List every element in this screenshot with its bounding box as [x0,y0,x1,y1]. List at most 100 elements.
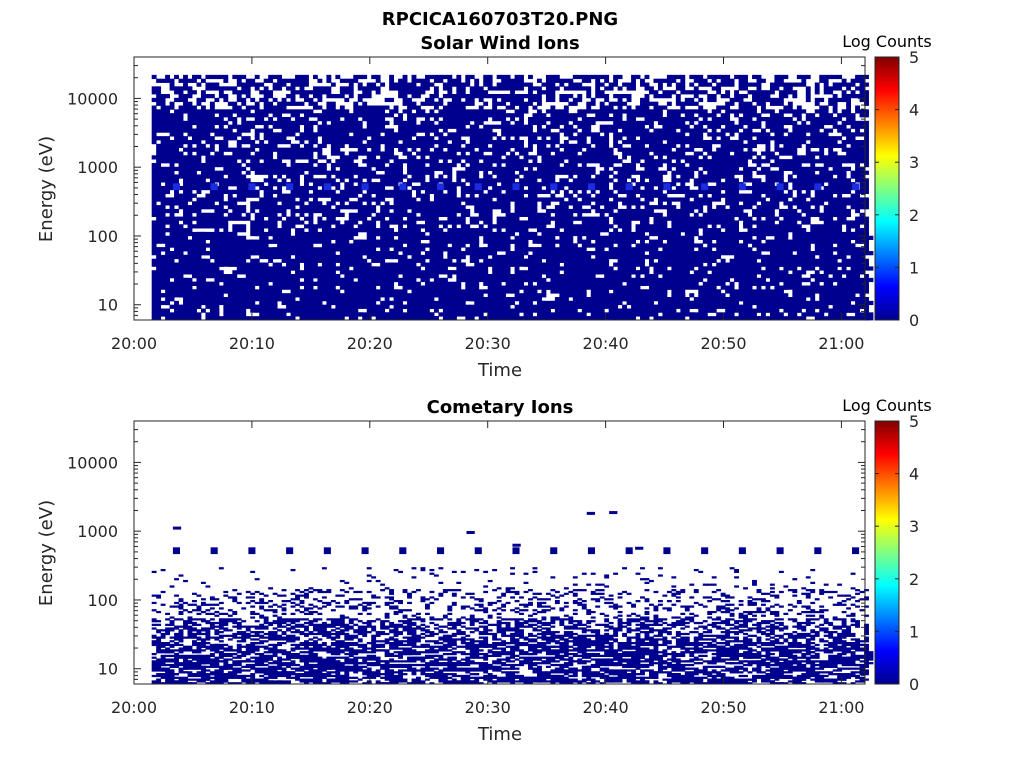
heatmap-cell [738,297,748,302]
heatmap-cell [752,251,757,256]
heatmap-cell [214,208,220,214]
heatmap-cell [644,208,650,214]
heatmap-cell [725,197,731,202]
heatmap-cell [622,293,627,298]
heatmap-cell [205,300,215,306]
heatmap-cell [451,254,457,260]
heatmap-cell [501,300,511,306]
heatmap-cell [254,289,260,294]
heatmap-cell [787,274,798,279]
heatmap-cell [384,178,390,183]
heatmap-cell [317,220,323,225]
heatmap-cell [747,281,753,286]
heatmap-cell [622,189,627,194]
heatmap-cell [523,239,529,244]
heatmap-cell [680,182,686,187]
heatmap-cell [192,243,202,248]
heatmap-cell [348,220,354,225]
heatmap-cell [622,178,627,183]
heatmap-cell [469,235,475,240]
heatmap-cell [317,189,323,194]
heatmap-cell [151,274,157,279]
heatmap-cell [662,224,668,229]
heatmap-cell [671,239,677,244]
heatmap-cell [223,300,233,306]
heatmap-cell [523,170,529,175]
heatmap-cell [514,247,524,252]
heatmap-cell [711,197,717,202]
heatmap-cell [819,197,825,202]
heatmap-cell [438,281,448,286]
heatmap-cell [774,189,780,194]
heatmap-cell [312,297,318,302]
heatmap-cell [545,247,551,252]
heatmap-cell [236,224,242,229]
heatmap-cell [725,297,731,302]
heatmap-cell [536,266,542,271]
heatmap-cell [174,300,179,306]
heatmap-cell [608,285,614,290]
heatmap-cell [232,254,238,260]
heatmap-cell [178,193,184,198]
heatmap-cell [689,189,695,194]
heatmap-cell [384,201,390,206]
heatmap-cell [380,185,386,191]
heatmap-cell [460,193,466,198]
heatmap-cell [407,197,412,202]
heatmap-cell [855,274,860,279]
heatmap-cell [855,220,860,225]
heatmap-cell [711,266,717,271]
heatmap-cell [662,228,668,233]
heatmap-cell [725,178,731,183]
heatmap-cell [680,312,686,317]
heatmap-cell [438,289,444,294]
heatmap-cell [156,266,162,271]
heatmap-cell [330,270,336,275]
heatmap-cell [174,178,179,183]
heatmap-cell [792,239,798,244]
heatmap-cell [241,266,251,271]
heatmap-cell [254,308,260,313]
heatmap-cell [622,308,627,313]
heatmap-cell [308,285,314,290]
heatmap-cell [640,174,645,179]
heatmap-cell [734,182,740,187]
heatmap-cell [335,316,345,321]
heatmap-cell [604,270,610,275]
heatmap-cell [590,274,596,279]
heatmap-cell [460,174,466,179]
heatmap-cell [837,174,843,179]
heatmap-cell [371,235,377,240]
heatmap-cell [608,170,614,175]
heatmap-cell [371,220,377,225]
heatmap-cell [523,208,529,214]
heatmap-cell [245,289,256,294]
heatmap-cell [268,277,274,283]
heatmap-cell [420,174,426,179]
heatmap-cell [187,247,193,252]
heatmap-cell [456,266,466,271]
heatmap-cell [501,254,507,260]
heatmap-cell [801,235,807,240]
heatmap-cell [290,197,296,202]
heatmap-cell [599,289,605,294]
heatmap-cell [823,216,829,221]
heatmap-cell [304,266,309,271]
heatmap-cell [424,243,430,248]
heatmap-cell [635,216,641,221]
heatmap-cell [380,304,390,309]
heatmap-cell [218,274,224,279]
heatmap-cell [402,277,408,283]
heatmap-cell [474,205,480,210]
heatmap-cell [478,201,484,206]
heatmap-cell [792,182,798,187]
heatmap-cell [568,212,574,217]
heatmap-cell [545,208,551,214]
heatmap-cell [649,289,654,294]
heatmap-cell [559,239,565,244]
heatmap-cell [599,243,605,248]
heatmap-cell [805,312,816,317]
heatmap-cell [501,174,507,179]
heatmap-cell [622,235,627,240]
heatmap-cell [554,205,560,210]
